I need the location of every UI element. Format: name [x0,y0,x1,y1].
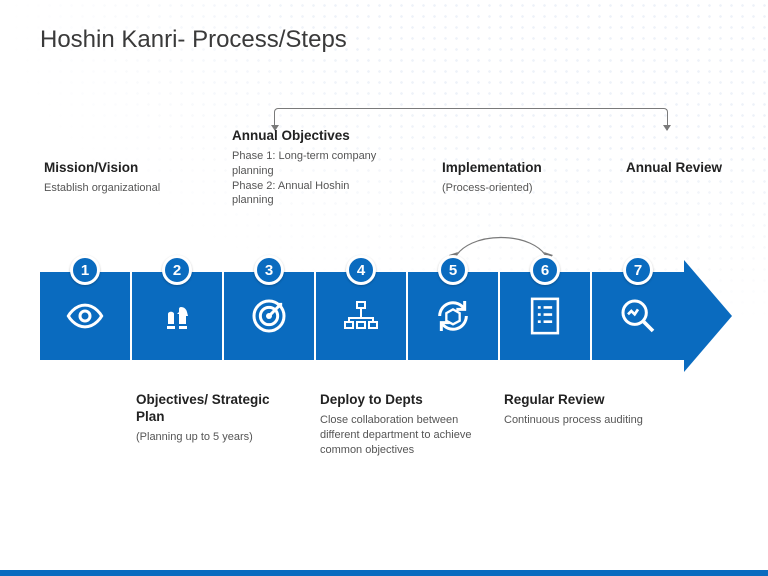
step-title: Mission/Vision [44,160,174,177]
arrow-head [684,260,732,372]
step-subtitle: (Process-oriented) [442,181,582,196]
step-cell-5: 5 [408,272,500,360]
step-callout-7: Annual Review [626,160,736,181]
diagram-stage: Mission/Vision Establish organizational … [0,0,768,576]
step-badge: 2 [162,255,192,285]
step-badge: 4 [346,255,376,285]
cycle-icon [433,296,473,336]
step-callout-3: Annual Objectives Phase 1: Long-term com… [232,128,387,208]
step-callout-2: Objectives/ Strategic Plan (Planning up … [136,392,271,445]
step-cell-2: 2 [132,272,224,360]
step-badge: 1 [70,255,100,285]
step-cell-7: 7 [592,272,684,360]
target-icon [249,296,289,336]
eye-icon [65,296,105,336]
step-subtitle: Phase 1: Long-term company planning Phas… [232,149,387,208]
connector-loop-3-7 [274,108,668,130]
analyze-icon [618,296,658,336]
footer-accent-bar [0,570,768,576]
step-badge: 6 [530,255,560,285]
step-title: Implementation [442,160,582,177]
step-subtitle: Close collaboration between different de… [320,413,475,458]
step-cell-1: 1 [40,272,132,360]
step-cell-3: 3 [224,272,316,360]
step-subtitle: Continuous process auditing [504,413,654,428]
checklist-icon [527,296,563,336]
step-badge: 7 [623,255,653,285]
step-title: Objectives/ Strategic Plan [136,392,271,426]
step-callout-6: Regular Review Continuous process auditi… [504,392,654,428]
step-cell-4: 4 [316,272,408,360]
process-arrow: 1 2 3 [40,272,732,360]
step-badge: 3 [254,255,284,285]
step-title: Annual Review [626,160,736,177]
step-callout-1: Mission/Vision Establish organizational [44,160,174,196]
step-badge: 5 [438,255,468,285]
step-callout-4: Deploy to Depts Close collaboration betw… [320,392,475,457]
step-title: Annual Objectives [232,128,387,145]
org-icon [341,296,381,336]
step-subtitle: Establish organizational [44,181,174,196]
arrow-body: 1 2 3 [40,272,684,360]
step-title: Regular Review [504,392,654,409]
step-title: Deploy to Depts [320,392,475,409]
chess-icon [157,296,197,336]
step-cell-6: 6 [500,272,592,360]
step-subtitle: (Planning up to 5 years) [136,430,271,445]
step-callout-5: Implementation (Process-oriented) [442,160,582,196]
